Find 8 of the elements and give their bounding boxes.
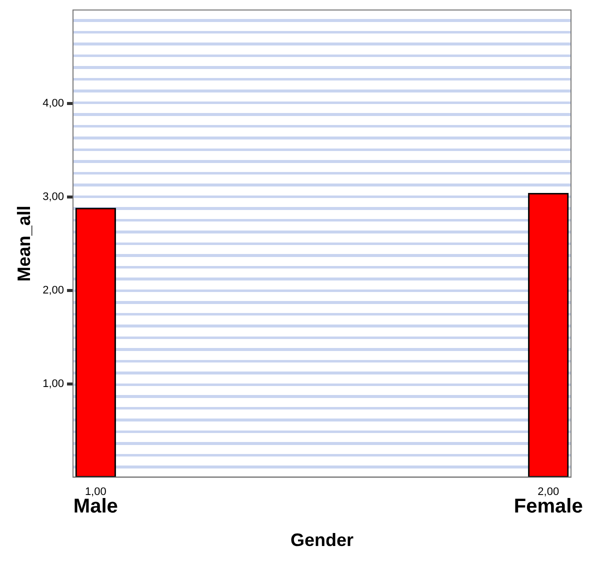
text: Female xyxy=(514,496,583,518)
y-axis-title: Mean_all xyxy=(14,206,34,282)
y-tick-label: 4,00 xyxy=(42,97,64,110)
y-tick-label: 2,00 xyxy=(42,284,64,296)
x-axis-title: Gender xyxy=(290,530,354,550)
text: Male xyxy=(73,496,118,518)
y-tick-label: 3,00 xyxy=(42,190,64,203)
y-tick-label: 1,00 xyxy=(42,378,64,390)
